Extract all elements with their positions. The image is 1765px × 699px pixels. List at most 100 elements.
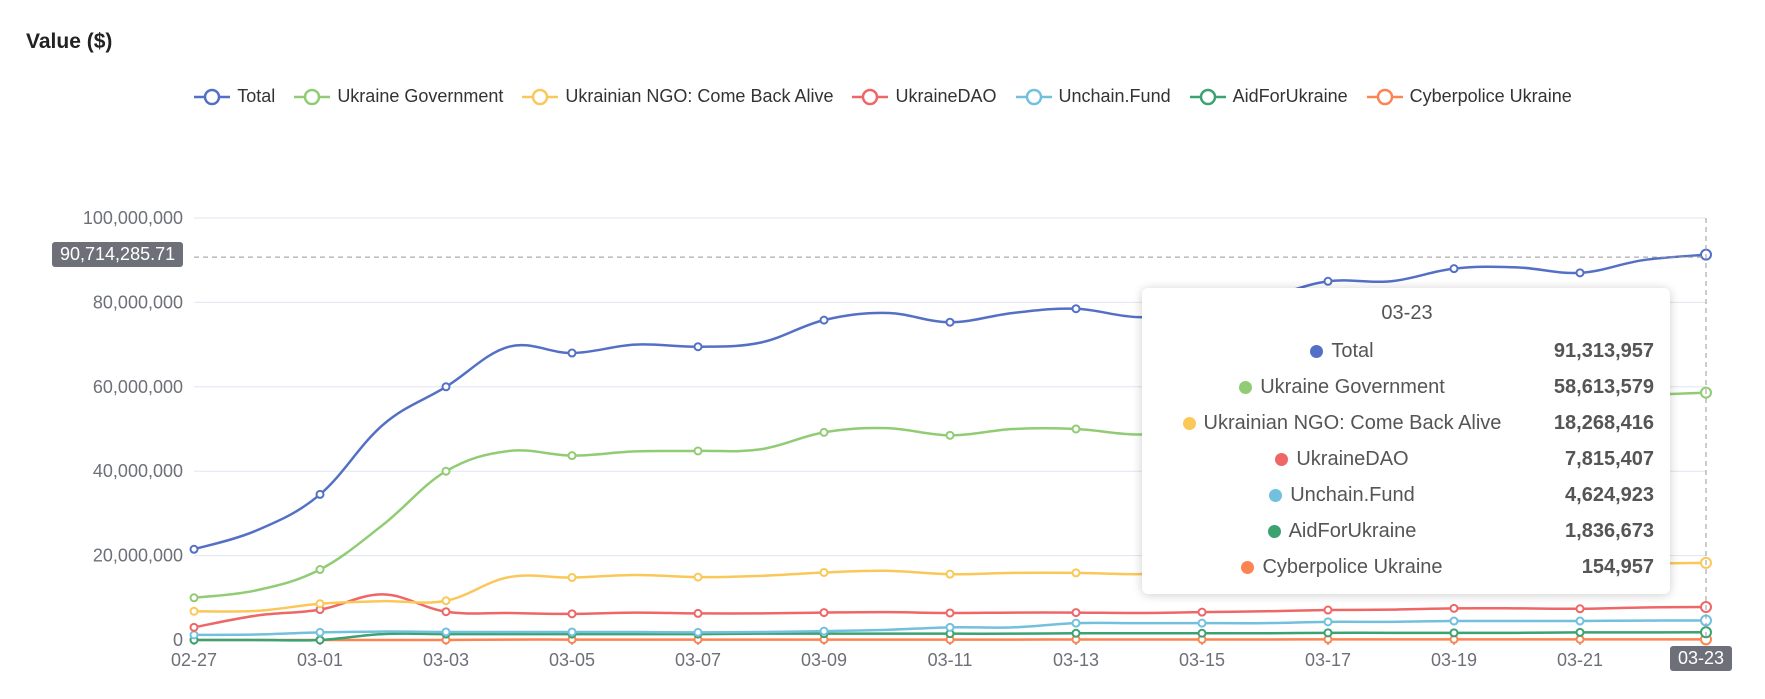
legend-item-cyberpolice-ukraine[interactable]: Cyberpolice Ukraine: [1366, 86, 1572, 107]
tooltip-value: 4,624,923: [1565, 483, 1654, 506]
tooltip-series: Ukraine Government: [1160, 376, 1524, 399]
data-point-unchain-fund: [189, 630, 199, 640]
tooltip-series-name: Ukrainian NGO: Come Back Alive: [1203, 411, 1502, 434]
legend-label: AidForUkraine: [1232, 86, 1348, 106]
data-point-unchain-fund: [693, 627, 703, 637]
data-point-ukraine-government: [945, 430, 955, 440]
legend-swatch-icon: [522, 88, 559, 105]
tooltip-value: 7,815,407: [1565, 447, 1654, 470]
tooltip-dot-icon: [1182, 416, 1196, 430]
data-point-ukrainedao: [1449, 603, 1459, 613]
tooltip-row: Ukraine Government 58,613,579: [1160, 369, 1654, 405]
data-point-ukrainian-ngo-come-back-alive: [819, 567, 829, 577]
chart-title: Value ($): [26, 30, 113, 53]
data-point-ukrainedao: [1575, 604, 1585, 614]
data-point-total: [1323, 276, 1333, 286]
tooltip-series-name: UkraineDAO: [1296, 447, 1409, 470]
data-point-ukrainian-ngo-come-back-alive: [315, 599, 325, 609]
data-point-total: [315, 489, 325, 499]
data-point-ukrainedao: [1197, 607, 1207, 617]
legend-label: Ukrainian NGO: Come Back Alive: [565, 86, 834, 106]
data-point-total: [567, 348, 577, 358]
data-point-ukrainian-ngo-come-back-alive: [441, 596, 451, 606]
legend-item-total[interactable]: Total: [193, 86, 275, 107]
tooltip-value: 154,957: [1581, 555, 1654, 578]
data-point-ukraine-government: [819, 427, 829, 437]
legend-label: Total: [237, 86, 276, 106]
data-point-unchain-fund: [1323, 617, 1333, 627]
data-point-ukraine-government: [1071, 424, 1081, 434]
data-point-ukrainedao: [945, 608, 955, 618]
data-point-ukrainedao: [819, 608, 829, 618]
data-point-ukrainedao: [441, 607, 451, 617]
tooltip-row: UkraineDAO 7,815,407: [1160, 441, 1654, 477]
data-point-ukrainedao: [189, 622, 199, 632]
data-point-total: [189, 544, 199, 554]
legend-item-ukrainedao[interactable]: UkraineDAO: [851, 86, 997, 107]
tooltip-title: 03-23: [1381, 302, 1433, 324]
legend-swatch-icon: [294, 88, 331, 105]
data-point-unchain-fund: [819, 626, 829, 636]
tooltip-row: Total 91,313,957: [1160, 333, 1654, 369]
x-tick-label: 03-09: [801, 650, 847, 670]
data-point-unchain-fund: [1449, 616, 1459, 626]
data-point-total: [693, 342, 703, 352]
legend-swatch-icon: [1189, 88, 1226, 105]
data-point-unchain-fund: [1071, 618, 1081, 628]
tooltip-series-name: AidForUkraine: [1288, 519, 1417, 542]
data-point-unchain-fund: [1575, 616, 1585, 626]
tooltip-value: 91,313,957: [1553, 339, 1654, 362]
data-point-ukrainian-ngo-come-back-alive: [1071, 568, 1081, 578]
tooltip-value: 1,836,673: [1565, 519, 1654, 542]
data-point-ukraine-government: [693, 446, 703, 456]
data-point-ukrainian-ngo-come-back-alive: [693, 572, 703, 582]
data-point-total: [1449, 264, 1459, 274]
legend-item-ukrainian-ngo-come-back-alive[interactable]: Ukrainian NGO: Come Back Alive: [521, 86, 833, 107]
x-tick-label: 03-05: [549, 650, 595, 670]
data-point-aidforukraine: [1323, 628, 1333, 638]
data-point-unchain-fund: [945, 622, 955, 632]
tooltip-dot-icon: [1269, 488, 1283, 502]
legend-item-aidforukraine[interactable]: AidForUkraine: [1189, 86, 1348, 107]
x-tick-label: 03-19: [1431, 650, 1477, 670]
tooltip-series: AidForUkraine: [1160, 520, 1524, 543]
data-point-total: [1575, 268, 1585, 278]
tooltip-series: Cyberpolice Ukraine: [1160, 556, 1524, 579]
tooltip-series: Ukrainian NGO: Come Back Alive: [1160, 412, 1524, 435]
legend-item-unchain-fund[interactable]: Unchain.Fund: [1015, 86, 1171, 107]
x-tick-label: 03-21: [1557, 650, 1603, 670]
data-point-ukrainian-ngo-come-back-alive: [945, 569, 955, 579]
x-tick-label: 03-15: [1179, 650, 1225, 670]
x-tick-label: 03-13: [1053, 650, 1099, 670]
data-point-total: [1071, 304, 1081, 314]
y-tick-label: 20,000,000: [93, 546, 183, 566]
data-point-ukrainedao: [693, 608, 703, 618]
data-point-aidforukraine: [1575, 627, 1585, 637]
legend-label: Ukraine Government: [337, 86, 504, 106]
tooltip-dot-icon: [1241, 560, 1255, 574]
data-point-ukraine-government: [441, 466, 451, 476]
data-point-unchain-fund: [441, 627, 451, 637]
tooltip-row: Ukrainian NGO: Come Back Alive 18,268,416: [1160, 405, 1654, 441]
tooltip-series: Total: [1160, 340, 1524, 363]
x-tick-label: 03-01: [297, 650, 343, 670]
y-tick-label: 100,000,000: [83, 208, 183, 228]
legend-swatch-icon: [1015, 88, 1052, 105]
x-tick-label: 03-03: [423, 650, 469, 670]
crosshair-y-label: 90,714,285.71: [52, 242, 184, 268]
x-tick-label: 03-11: [928, 650, 973, 670]
data-point-cyberpolice-ukraine: [1575, 634, 1585, 644]
tooltip-series-name: Total: [1331, 339, 1374, 362]
data-point-ukrainian-ngo-come-back-alive: [189, 606, 199, 616]
legend-item-ukraine-government[interactable]: Ukraine Government: [293, 86, 503, 107]
x-tick-label: 02-27: [171, 650, 217, 670]
x-tick-label: 03-07: [675, 650, 721, 670]
data-point-ukrainedao: [567, 609, 577, 619]
data-point-ukrainian-ngo-come-back-alive: [567, 573, 577, 583]
tooltip-value: 18,268,416: [1553, 411, 1654, 434]
y-tick-label: 80,000,000: [93, 292, 183, 312]
tooltip-dot-icon: [1310, 344, 1324, 358]
legend-label: Unchain.Fund: [1058, 86, 1171, 106]
tooltip-row: Unchain.Fund 4,624,923: [1160, 477, 1654, 513]
legend: Total Ukraine Government Ukrainian NGO: Co…: [0, 86, 1765, 107]
